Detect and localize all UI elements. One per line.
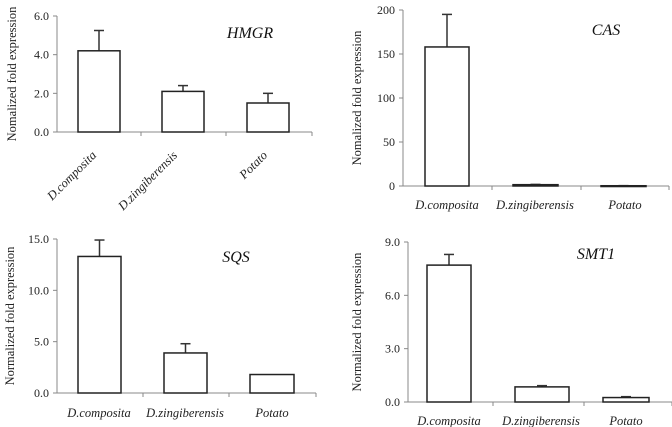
- bar-d-zingiberensis: [512, 183, 559, 187]
- y-tick-label: 50: [383, 135, 395, 149]
- bar-d-zingiberensis: [163, 352, 208, 394]
- bar-d-composita: [77, 255, 122, 394]
- x-tick-label: D.composita: [414, 198, 479, 212]
- x-tick-label: Potato: [254, 406, 288, 420]
- chart-title: CAS: [592, 22, 620, 39]
- x-tick-label: D.composita: [416, 414, 481, 427]
- y-tick-label: 6.0: [385, 288, 400, 302]
- y-axis-label: Nomalized fold expression: [5, 6, 19, 141]
- y-tick-label: 5.0: [34, 335, 49, 349]
- chart-title: SQS: [222, 249, 250, 266]
- bar-d-composita: [424, 46, 470, 187]
- chart-panel-cas: 0 50 100 150 200 D.composita D.zingiberensis Po…: [350, 3, 670, 212]
- y-tick-label: 15.0: [28, 232, 49, 246]
- y-tick-label: 200: [377, 3, 395, 17]
- x-tick-label: D.zingiberensis: [495, 198, 574, 212]
- chart-title: SMT1: [577, 246, 615, 263]
- y-tick-label: 150: [377, 47, 395, 61]
- chart-panel-hmgr: 0.0 2.0 4.0 6.0 D.composita D.zingiberensis Po…: [5, 6, 313, 214]
- bar-potato: [600, 184, 647, 188]
- x-tick-label: Potato: [607, 198, 641, 212]
- y-tick-label: 4.0: [34, 48, 49, 62]
- x-tick-label: D.zingiberensis: [115, 148, 181, 214]
- y-tick-label: 0: [389, 179, 395, 193]
- y-tick-label: 2.0: [34, 86, 49, 100]
- x-tick-label: D.composita: [66, 406, 131, 420]
- x-tick-label: D.zingiberensis: [145, 406, 224, 420]
- x-tick-label: D.composita: [44, 148, 100, 204]
- bar-potato: [249, 373, 295, 394]
- chart-panel-sqs: 0.0 5.0 10.0 15.0 D.composita D.zingiberensis…: [3, 232, 317, 420]
- chart-title: HMGR: [226, 25, 273, 42]
- y-axis-label: Normalized fold expression: [3, 246, 17, 386]
- bar-d-zingiberensis: [161, 90, 205, 133]
- y-tick-label: 10.0: [28, 283, 49, 297]
- x-tick-label: Potato: [608, 414, 642, 427]
- y-tick-label: 0.0: [385, 395, 400, 409]
- y-axis-label: Nomalized fold expression: [350, 30, 364, 165]
- y-tick-label: 0.0: [34, 386, 49, 400]
- bar-d-composita: [426, 264, 472, 403]
- y-tick-label: 6.0: [34, 9, 49, 23]
- chart-panel-smt1: 0.0 3.0 6.0 9.0 D.composita D.zingiberensis Po…: [350, 235, 672, 427]
- bar-potato: [246, 102, 290, 133]
- y-tick-label: 9.0: [385, 235, 400, 249]
- x-tick-label: D.zingiberensis: [501, 414, 580, 427]
- bar-d-zingiberensis: [514, 386, 570, 403]
- y-tick-label: 100: [377, 91, 395, 105]
- y-axis-label: Normalized fold expression: [350, 252, 364, 392]
- bar-potato: [602, 396, 650, 403]
- y-tick-label: 3.0: [385, 342, 400, 356]
- x-tick-label: Potato: [236, 148, 270, 182]
- y-tick-label: 0.0: [34, 125, 49, 139]
- bar-d-composita: [77, 50, 121, 133]
